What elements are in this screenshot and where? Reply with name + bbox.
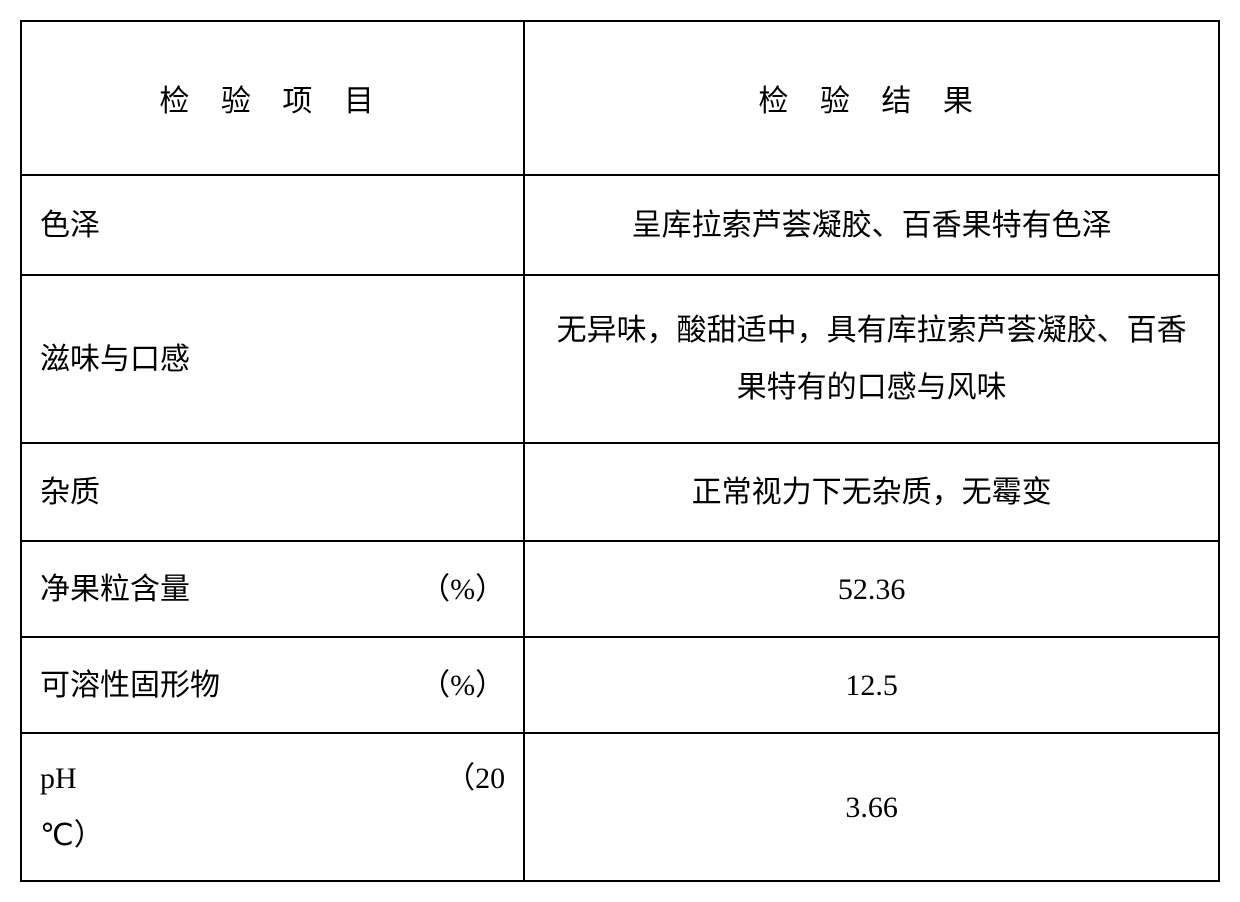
result-cell: 12.5 — [524, 637, 1219, 733]
item-cell: 滋味与口感 — [21, 275, 524, 443]
item-cell: 可溶性固形物 （%） — [21, 637, 524, 733]
item-unit-part1: （20 — [445, 750, 505, 807]
item-cell: 净果粒含量 （%） — [21, 541, 524, 637]
result-cell: 呈库拉索芦荟凝胶、百香果特有色泽 — [524, 175, 1219, 275]
item-unit: （%） — [420, 657, 505, 714]
result-cell: 3.66 — [524, 733, 1219, 881]
item-label: 净果粒含量 — [40, 561, 190, 618]
item-label: pH — [40, 750, 77, 807]
table-row: 杂质 正常视力下无杂质，无霉变 — [21, 443, 1219, 541]
item-unit-part2: ℃） — [40, 807, 505, 864]
table-row: pH （20 ℃） 3.66 — [21, 733, 1219, 881]
result-cell: 52.36 — [524, 541, 1219, 637]
table-row: 净果粒含量 （%） 52.36 — [21, 541, 1219, 637]
table-header-row: 检 验 项 目 检 验 结 果 — [21, 21, 1219, 175]
inspection-table: 检 验 项 目 检 验 结 果 色泽 呈库拉索芦荟凝胶、百香果特有色泽 滋味与口… — [20, 20, 1220, 882]
result-cell: 无异味，酸甜适中，具有库拉索芦荟凝胶、百香果特有的口感与风味 — [524, 275, 1219, 443]
header-result: 检 验 结 果 — [524, 21, 1219, 175]
item-cell: 杂质 — [21, 443, 524, 541]
table-row: 色泽 呈库拉索芦荟凝胶、百香果特有色泽 — [21, 175, 1219, 275]
item-label: 可溶性固形物 — [40, 657, 220, 714]
item-cell: pH （20 ℃） — [21, 733, 524, 881]
item-unit: （%） — [420, 561, 505, 618]
table-row: 可溶性固形物 （%） 12.5 — [21, 637, 1219, 733]
table-row: 滋味与口感 无异味，酸甜适中，具有库拉索芦荟凝胶、百香果特有的口感与风味 — [21, 275, 1219, 443]
result-cell: 正常视力下无杂质，无霉变 — [524, 443, 1219, 541]
item-cell: 色泽 — [21, 175, 524, 275]
header-item: 检 验 项 目 — [21, 21, 524, 175]
